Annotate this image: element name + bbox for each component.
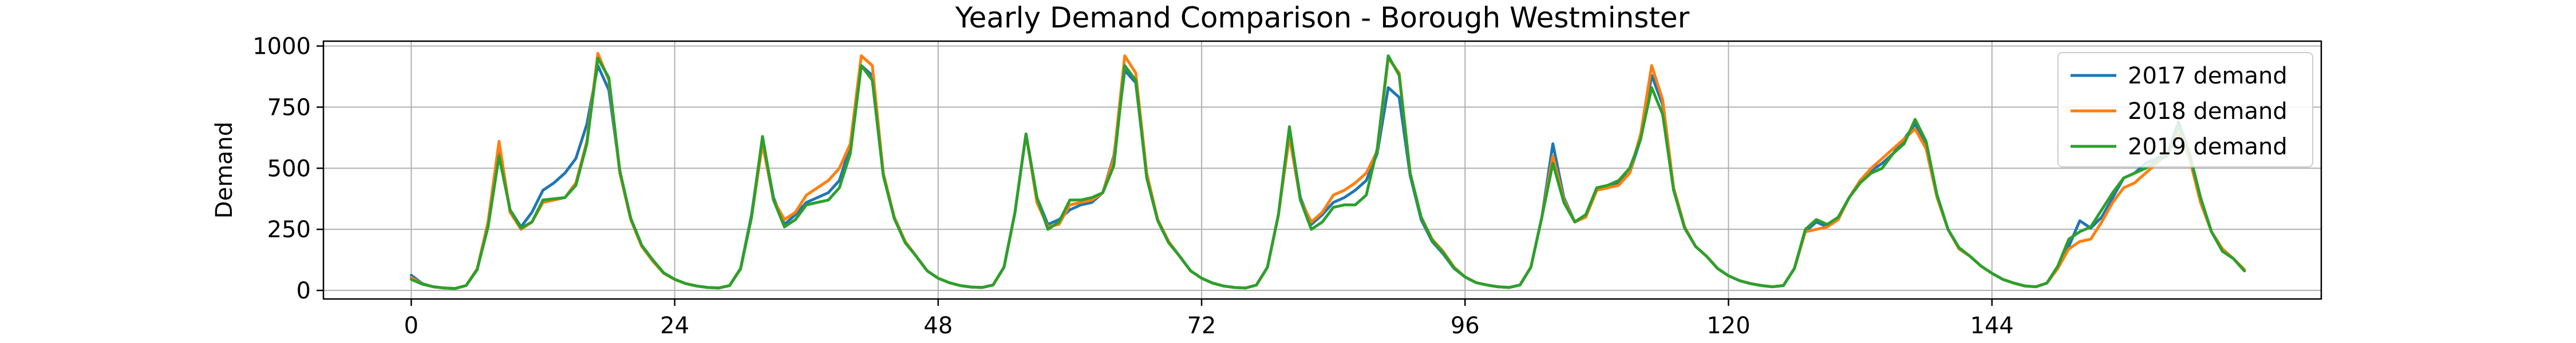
chart-title: Yearly Demand Comparison - Borough Westm…: [955, 1, 1690, 34]
legend: 2017 demand 2018 demand 2019 demand: [2057, 52, 2313, 167]
x-tick-label: 96: [1451, 313, 1480, 339]
series-line-2018-demand: [409, 51, 2246, 290]
x-tick-label: 48: [923, 313, 953, 339]
y-axis-ticks: 0 250 500 750 1000: [252, 34, 323, 304]
series-line-2019-demand: [409, 54, 2246, 290]
plot-area-frame: [322, 40, 2322, 300]
y-tick-label: 250: [267, 217, 311, 243]
x-tick-label: 144: [1970, 313, 2014, 339]
y-tick-label: 750: [267, 94, 311, 121]
x-axis-ticks: 0 24 48 72 96 120 144: [404, 299, 2014, 339]
x-tick-label: 0: [404, 313, 418, 339]
legend-label: 2019 demand: [2128, 134, 2287, 160]
y-tick-label: 500: [267, 155, 311, 182]
legend-label: 2018 demand: [2128, 98, 2287, 125]
x-tick-label: 24: [660, 313, 689, 339]
x-tick-label: 72: [1187, 313, 1216, 339]
legend-label: 2017 demand: [2128, 63, 2287, 89]
series-lines: [409, 51, 2246, 290]
y-axis-label: Demand: [211, 122, 238, 219]
x-tick-label: 120: [1706, 313, 1750, 339]
y-tick-label: 0: [297, 278, 311, 304]
y-tick-label: 1000: [252, 34, 311, 60]
legend-box: [2057, 52, 2313, 167]
grid-lines: [323, 41, 2321, 299]
